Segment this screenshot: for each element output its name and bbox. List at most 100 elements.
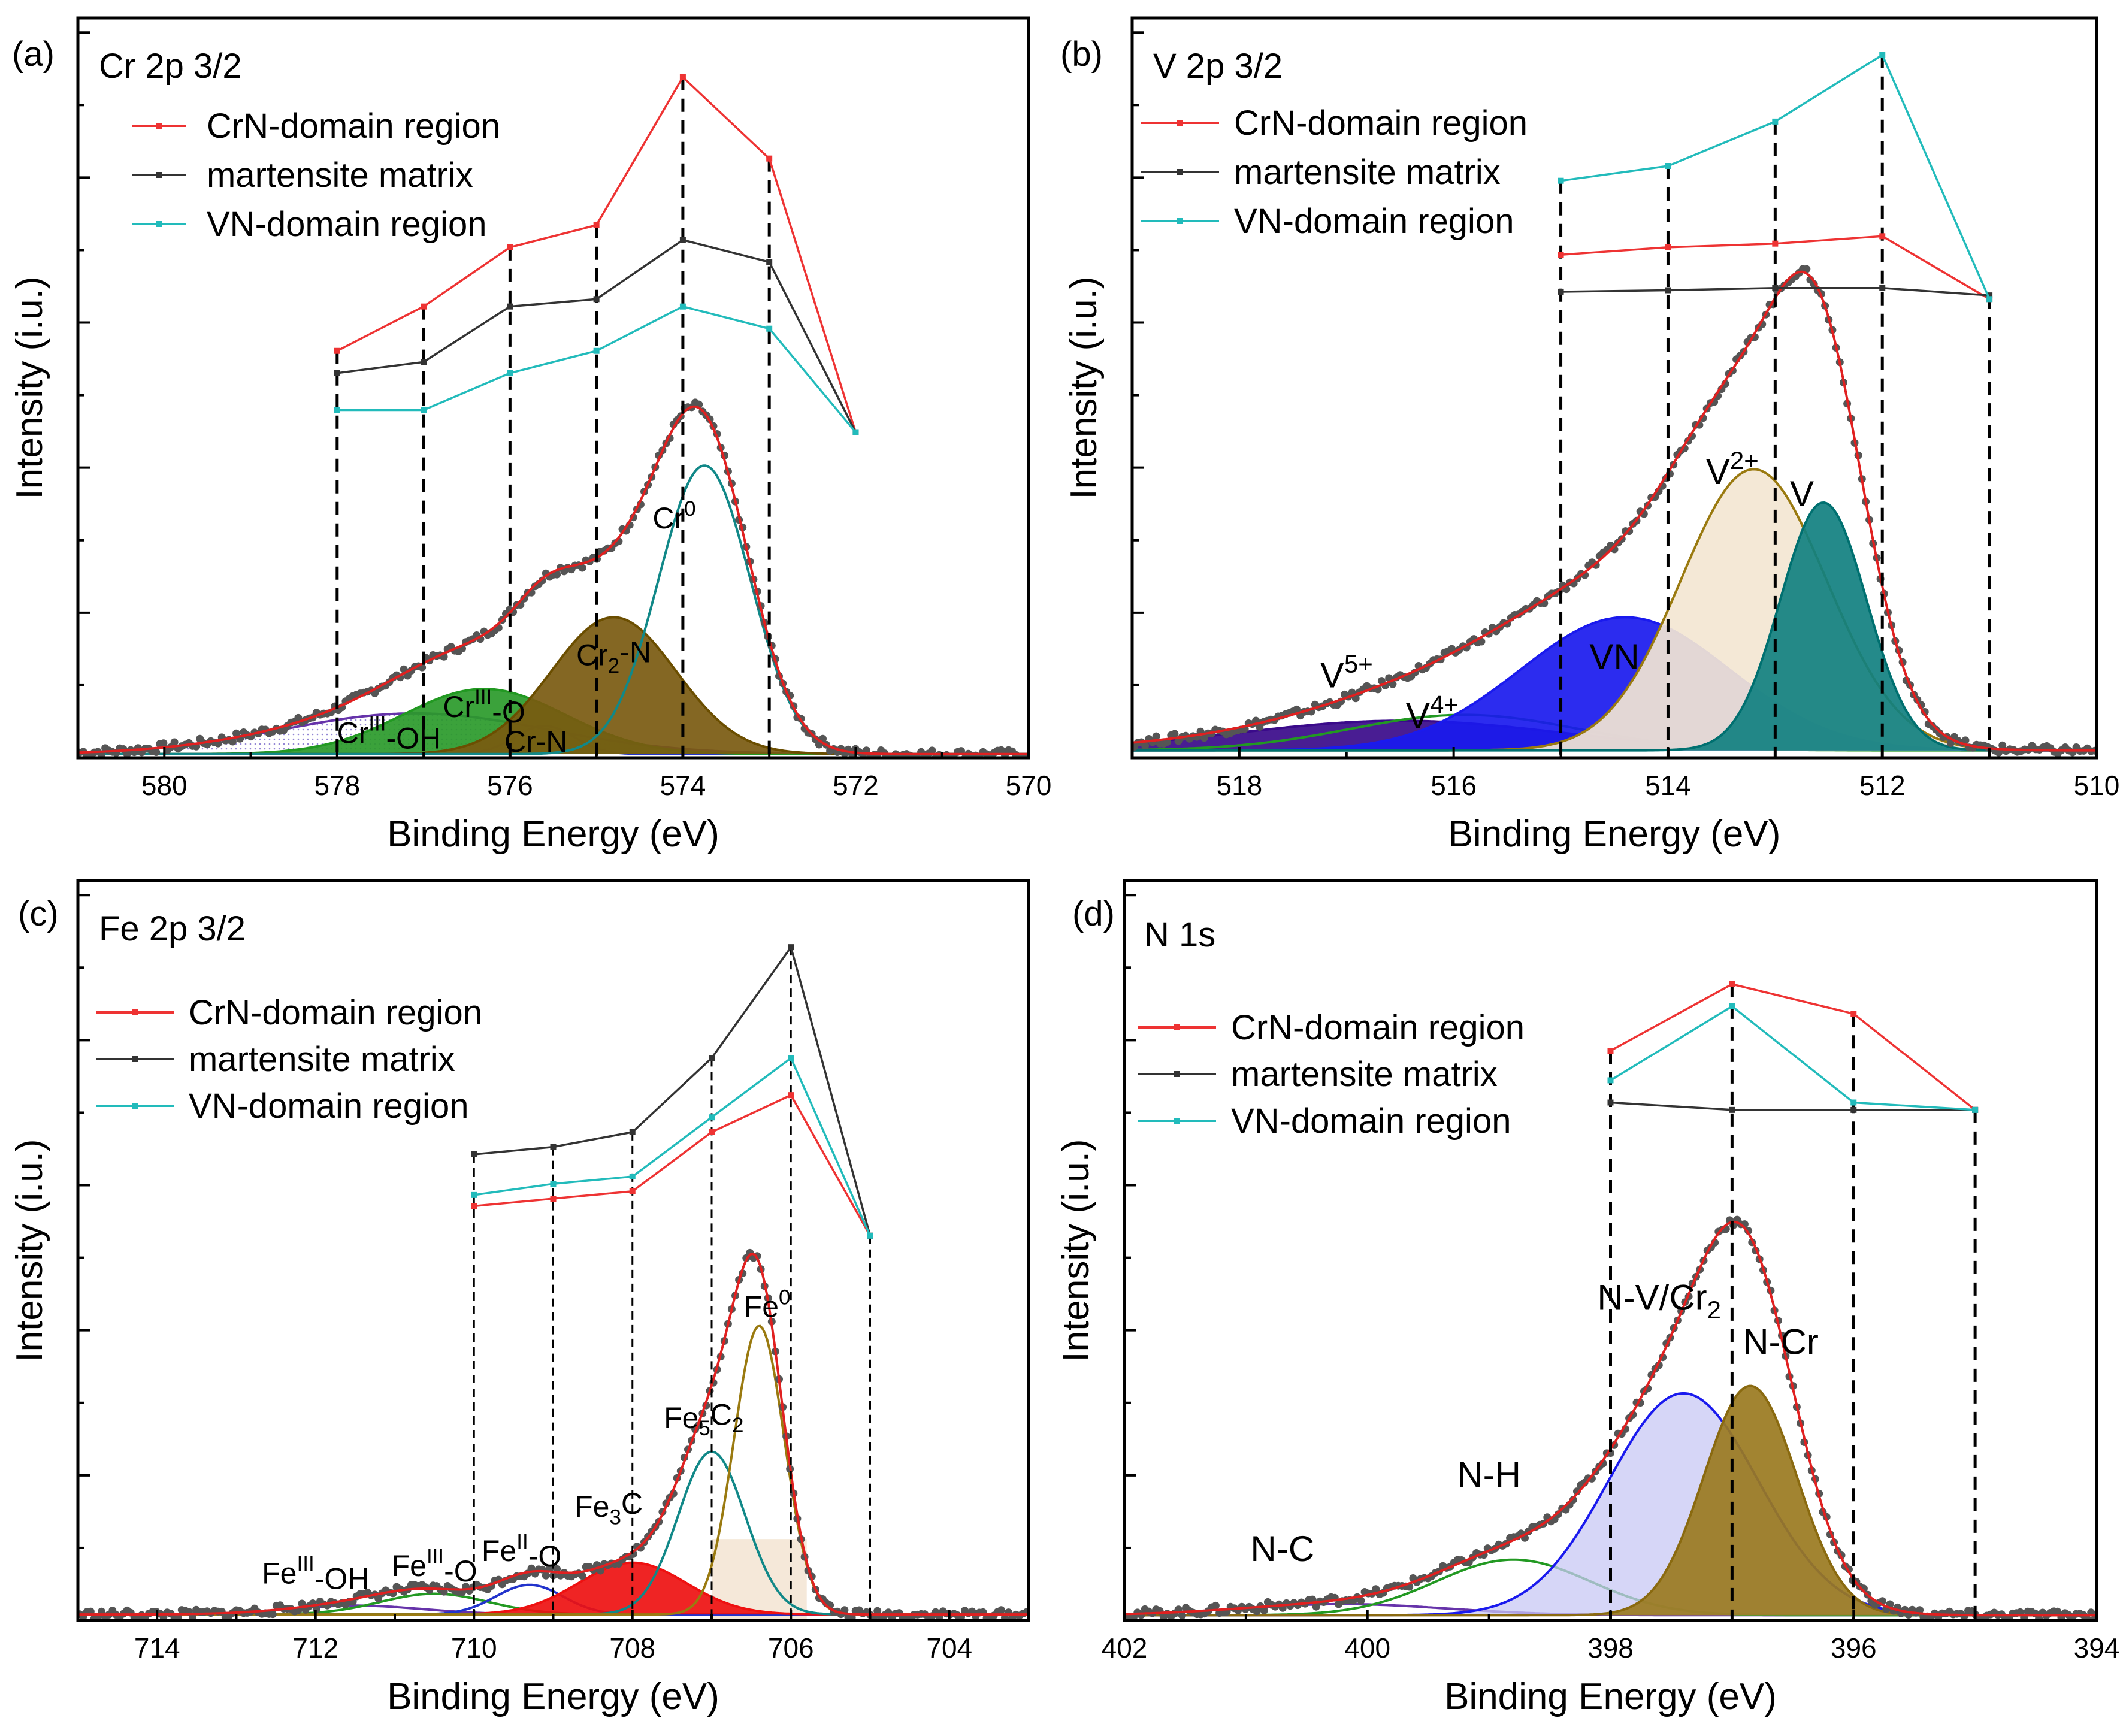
- x-tick-label: 574: [660, 770, 706, 801]
- legend-label: VN-domain region: [189, 1087, 468, 1126]
- legend-label: VN-domain region: [1231, 1102, 1511, 1141]
- series-marker: [421, 359, 427, 365]
- x-tick-label: 710: [451, 1632, 497, 1664]
- legend: CrN-domain region martensite matrix VN-dom…: [132, 107, 500, 244]
- fit-fill-n-cr: [1575, 1386, 1925, 1616]
- data-point: [268, 1610, 277, 1619]
- data-point: [1803, 265, 1811, 273]
- legend-marker: [132, 1056, 138, 1062]
- panel-title: Cr 2p 3/2: [99, 47, 242, 86]
- x-axis-title: Binding Energy (eV): [1448, 813, 1781, 855]
- fit-fill-v: [1660, 502, 1986, 751]
- x-axis-title: Binding Energy (eV): [387, 1676, 719, 1717]
- fit-fill-v2-: [1479, 469, 2028, 751]
- series-marker: [1772, 118, 1779, 125]
- series-marker: [507, 303, 513, 310]
- data-point: [1946, 739, 1955, 748]
- peak-label-fe5c2: Fe5C2: [664, 1398, 743, 1441]
- series-marker: [1665, 287, 1671, 294]
- data-point: [1998, 741, 2007, 749]
- series-martensite-matrix: [1610, 1101, 1976, 1111]
- legend-label: martensite matrix: [189, 1040, 455, 1079]
- peak-label-fe0: Fe0: [744, 1286, 791, 1324]
- peak-label-n-h: N-H: [1457, 1455, 1521, 1495]
- peak-label-feiii-o: FeIII-O: [392, 1545, 477, 1588]
- legend: CrN-domain region martensite matrix VN-dom…: [96, 993, 482, 1126]
- legend: CrN-domain region martensite matrix VN-dom…: [1138, 1008, 1525, 1141]
- series-marker: [867, 1232, 873, 1239]
- peak-label-v4-: V4+: [1406, 690, 1459, 736]
- data-point: [1357, 1596, 1365, 1605]
- fit-fill-vn: [1230, 617, 2020, 751]
- peak-label-criii-o: CrIII-O: [443, 686, 525, 729]
- series-marker: [1972, 1106, 1979, 1113]
- series-marker: [679, 74, 686, 80]
- peak-label-feiii-oh: FeIII-OH: [262, 1552, 369, 1595]
- x-tick-label: 510: [2074, 770, 2120, 801]
- data-point: [542, 1571, 550, 1580]
- data-point: [159, 739, 168, 748]
- data-point: [578, 1572, 586, 1580]
- series-marker: [507, 244, 513, 250]
- data-point: [873, 1607, 882, 1615]
- plot-frame: [76, 16, 1030, 760]
- legend-label: martensite matrix: [1234, 153, 1501, 192]
- legend-marker: [156, 123, 162, 129]
- data-point: [578, 564, 586, 572]
- legend-marker: [1174, 1071, 1180, 1077]
- series-marker: [1729, 1106, 1735, 1113]
- x-tick-label: 580: [141, 770, 187, 801]
- series-marker: [1607, 1099, 1614, 1106]
- legend-label: VN-domain region: [1234, 202, 1514, 241]
- series-marker: [1986, 296, 1993, 303]
- series-marker: [788, 1055, 794, 1061]
- x-tick-label: 402: [1102, 1632, 1148, 1664]
- peak-label-feii-o: FeII-O: [482, 1530, 561, 1573]
- fit-fill-n-v-cr2: [1401, 1393, 1965, 1616]
- legend-marker: [1174, 1024, 1180, 1030]
- x-tick-label: 708: [609, 1632, 655, 1664]
- series-marker: [593, 222, 600, 228]
- peak-label-criii-oh: CrIII-OH: [337, 712, 441, 755]
- legend-label: CrN-domain region: [207, 107, 500, 146]
- series-marker: [1558, 288, 1564, 295]
- y-axis-title: Intensity (i.u.): [9, 1139, 50, 1362]
- x-tick-label: 714: [134, 1632, 180, 1664]
- series-marker: [709, 1114, 715, 1121]
- legend-marker: [1177, 218, 1183, 224]
- series-marker: [593, 296, 600, 303]
- series-marker: [507, 370, 513, 376]
- fit-fill-cr2-n: [379, 617, 849, 754]
- series-marker: [766, 155, 773, 162]
- legend-marker: [1177, 169, 1183, 175]
- data-point: [553, 570, 561, 579]
- series-vn-domain-region: [337, 305, 857, 433]
- peak-label-n-c: N-C: [1250, 1529, 1314, 1569]
- peak-label-n-v-cr2: N-V/Cr2: [1597, 1277, 1721, 1324]
- series-marker: [766, 259, 773, 265]
- panel-title: N 1s: [1144, 915, 1215, 954]
- panel-title: Fe 2p 3/2: [99, 909, 246, 948]
- data-point: [1260, 1606, 1268, 1614]
- peak-label-n-cr: N-Cr: [1743, 1321, 1819, 1362]
- data-point: [228, 737, 237, 746]
- legend-marker: [156, 221, 162, 227]
- series-marker: [471, 1203, 477, 1209]
- series-marker: [1879, 285, 1886, 291]
- data-point: [170, 738, 179, 746]
- x-tick-label: 570: [1006, 770, 1052, 801]
- panel-label: (b): [1060, 35, 1103, 74]
- series-marker: [766, 325, 773, 332]
- x-tick-label: 578: [314, 770, 360, 801]
- series-marker: [421, 407, 427, 413]
- y-axis-title: Intensity (i.u.): [1063, 276, 1105, 499]
- legend-label: martensite matrix: [207, 156, 473, 195]
- legend: CrN-domain region martensite matrix VN-dom…: [1141, 104, 1528, 241]
- series-vn-domain-region: [1610, 1005, 1976, 1111]
- data-point: [928, 746, 936, 755]
- data-point: [152, 748, 161, 756]
- series-crn-domain-region: [1610, 983, 1976, 1111]
- peak-label-v5-: V5+: [1320, 649, 1373, 695]
- data-point: [1961, 736, 1970, 745]
- legend-label: VN-domain region: [207, 205, 486, 244]
